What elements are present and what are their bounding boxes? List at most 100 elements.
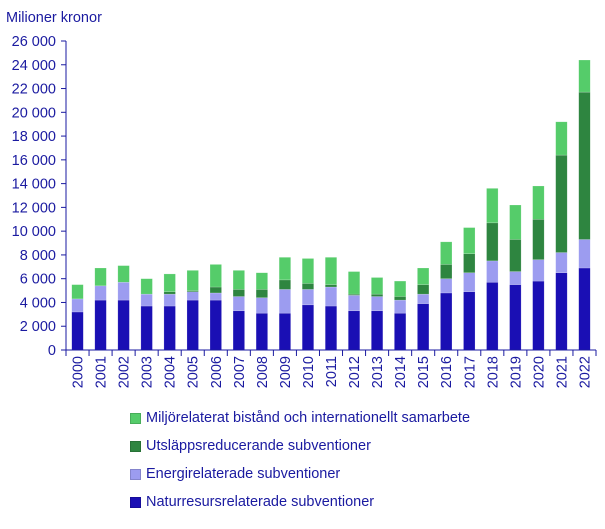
y-tick-label: 22 000 — [12, 82, 56, 98]
bar-segment-2008-s1 — [255, 297, 268, 314]
bar-segment-2008-s2 — [255, 289, 268, 298]
bar-segment-2010-s2 — [301, 283, 314, 290]
bars-layer — [71, 59, 591, 351]
bar-segment-2012-s3 — [348, 271, 361, 295]
x-tick-label: 2002 — [117, 356, 133, 388]
bar-segment-2016-s3 — [440, 241, 453, 265]
bar-segment-2011-s3 — [324, 257, 338, 285]
legend-item-energi: Energirelaterade subventioner — [130, 460, 470, 488]
bar-segment-2007-s0 — [232, 310, 245, 351]
x-tick-label: 2015 — [416, 356, 432, 388]
bar-segment-2012-s1 — [348, 295, 361, 312]
y-tick-label: 10 000 — [12, 224, 56, 240]
legend-label-naturresurs: Naturresursrelaterade subventioner — [146, 494, 375, 510]
bar-segment-2018-s2 — [486, 222, 499, 262]
bar-segment-2008-s0 — [255, 312, 268, 351]
bar-segment-2014-s0 — [394, 312, 407, 351]
bar-segment-2003-s1 — [140, 293, 153, 307]
bar-segment-2022-s0 — [578, 267, 591, 351]
x-tick-label: 2006 — [209, 356, 225, 388]
stacked-bar-chart: Milioner kronor 0 2 000 4 000 6 000 8 000 10 … — [6, 10, 597, 388]
bar-segment-2020-s0 — [532, 280, 545, 351]
bar-segment-2001-s1 — [94, 285, 107, 301]
bar-segment-2014-s2 — [394, 296, 407, 301]
bar-segment-2021-s0 — [555, 272, 568, 351]
y-tick-label: 4 000 — [20, 295, 56, 311]
bar-segment-2015-s3 — [417, 267, 430, 285]
bar-segment-2020-s1 — [532, 259, 545, 282]
legend-item-naturresurs: Naturresursrelaterade subventioner — [130, 488, 470, 516]
bar-segment-2012-s0 — [348, 310, 361, 351]
bar-segment-2006-s2 — [209, 286, 222, 294]
x-tick-label: 2008 — [255, 356, 271, 388]
x-tick-label: 2000 — [71, 356, 87, 388]
bar-segment-2021-s3 — [555, 121, 568, 156]
x-axis-ticks: 2000 2001 2002 2003 2004 2005 2006 2007 2008 2009… — [65, 350, 597, 388]
bar-segment-2015-s2 — [417, 284, 430, 295]
bar-segment-2019-s0 — [509, 284, 522, 351]
legend-label-utslapp: Utsläppsreducerande subventioner — [146, 438, 371, 454]
x-tick-label: 2003 — [140, 356, 156, 388]
bar-segment-2006-s3 — [209, 264, 222, 288]
bar-segment-2022-s2 — [578, 91, 591, 240]
bar-segment-2000-s3 — [71, 284, 84, 300]
bar-segment-2003-s0 — [140, 305, 153, 351]
bar-segment-2018-s1 — [486, 260, 499, 283]
x-tick-label: 2011 — [324, 356, 340, 387]
bar-segment-2008-s3 — [255, 272, 268, 290]
legend-item-bistand: Miljörelaterat bistånd och internationel… — [130, 404, 470, 432]
y-tick-label: 26 000 — [12, 34, 56, 50]
bar-segment-2000-s0 — [71, 311, 84, 351]
bar-segment-2007-s3 — [232, 270, 245, 290]
bar-segment-2004-s2 — [163, 291, 176, 295]
bar-segment-2013-s3 — [371, 277, 384, 295]
bar-segment-2011-s2 — [324, 284, 338, 288]
bar-segment-2016-s0 — [440, 292, 453, 351]
y-tick-label: 20 000 — [12, 105, 56, 121]
y-tick-label: 16 000 — [12, 153, 56, 169]
x-tick-label: 2017 — [462, 356, 478, 388]
bar-segment-2019-s3 — [509, 204, 522, 240]
bar-segment-2005-s1 — [186, 291, 199, 301]
bar-segment-2010-s0 — [301, 304, 314, 351]
bar-segment-2013-s0 — [371, 310, 384, 351]
bar-segment-2011-s1 — [324, 286, 338, 307]
bar-segment-2015-s0 — [417, 303, 430, 351]
bar-segment-2014-s1 — [394, 299, 407, 314]
bar-segment-2002-s1 — [117, 282, 130, 301]
x-tick-label: 2013 — [370, 356, 386, 388]
x-tick-label: 2004 — [163, 356, 179, 388]
x-tick-label: 2007 — [232, 356, 248, 388]
x-tick-label: 2019 — [508, 356, 524, 388]
bar-segment-2013-s1 — [371, 296, 384, 312]
legend-swatch-bistand — [130, 412, 141, 424]
x-tick-label: 2018 — [485, 356, 501, 388]
bar-segment-2006-s1 — [209, 292, 222, 301]
x-tick-label: 2001 — [94, 356, 110, 388]
bar-segment-2017-s3 — [463, 227, 476, 254]
legend-swatch-utslapp — [130, 440, 141, 452]
legend: Miljörelaterat bistånd och internationel… — [130, 404, 470, 516]
bar-segment-2022-s1 — [578, 239, 591, 269]
y-tick-label: 14 000 — [12, 177, 56, 193]
bar-segment-2014-s3 — [394, 280, 407, 297]
bar-segment-2000-s1 — [71, 298, 84, 313]
bar-segment-2007-s1 — [232, 296, 245, 312]
bar-segment-2002-s3 — [117, 265, 130, 283]
bar-segment-2004-s3 — [163, 273, 176, 293]
x-tick-label: 2020 — [531, 356, 547, 388]
y-tick-label: 12 000 — [12, 200, 56, 216]
bar-segment-2001-s0 — [94, 299, 107, 351]
bar-segment-2018-s3 — [486, 188, 499, 224]
y-tick-label: 2 000 — [20, 319, 56, 335]
bar-segment-2002-s0 — [117, 299, 130, 351]
x-tick-label: 2021 — [554, 356, 570, 388]
bar-segment-2009-s3 — [278, 257, 291, 281]
y-tick-label: 24 000 — [12, 58, 56, 74]
y-tick-label: 6 000 — [20, 272, 56, 288]
x-tick-label: 2010 — [301, 356, 317, 388]
bar-segment-2005-s0 — [186, 299, 199, 351]
bar-segment-2019-s1 — [509, 271, 522, 285]
y-axis-ticks: 0 2 000 4 000 6 000 8 000 10 000 12 000 14 000 1… — [12, 34, 66, 359]
bar-segment-2011-s0 — [324, 305, 338, 351]
